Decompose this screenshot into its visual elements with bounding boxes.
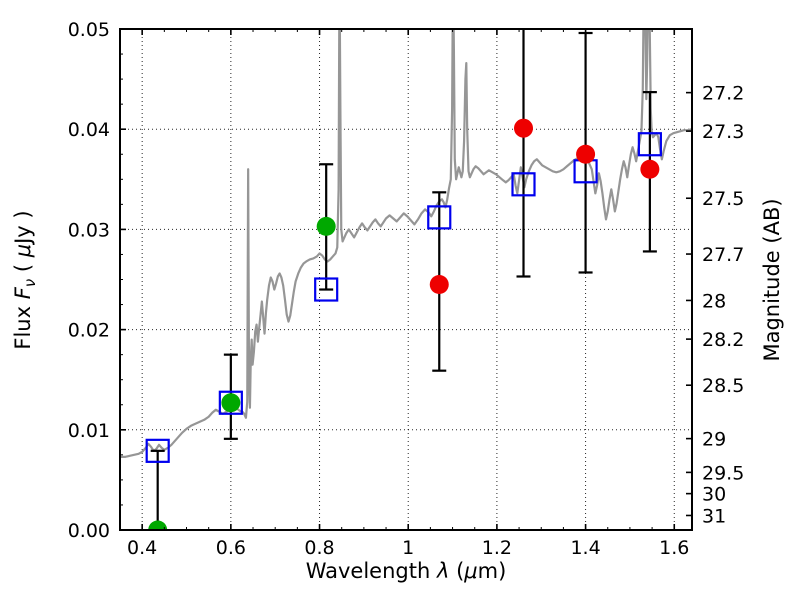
y-tick-label-right: 27.7 — [702, 244, 744, 266]
y-tick-label-right: 31 — [702, 505, 726, 527]
y-tick-label-right: 28 — [702, 290, 726, 312]
x-tick-label: 0.4 — [127, 537, 157, 559]
series-observed-detection-green — [148, 216, 336, 530]
grid-lines — [120, 29, 692, 530]
y-tick-label-left: 0.00 — [68, 520, 110, 542]
y-tick-label-right: 30 — [702, 484, 726, 506]
y-axis-title-left: Flux Fν ( μJy ) — [11, 210, 39, 349]
y-tick-label-left: 0.01 — [68, 420, 110, 442]
x-axis-title-text: Wavelength λ (μm) — [306, 559, 507, 583]
y-axis-title-right: Magnitude (AB) — [760, 198, 784, 361]
x-tick-label: 0.6 — [216, 537, 246, 559]
y-tick-label-right: 28.2 — [702, 329, 744, 351]
x-tick-label: 1.4 — [570, 537, 600, 559]
series-model-photometry — [145, 132, 662, 463]
y-tick-label-right: 29 — [702, 429, 726, 451]
x-tick-label: 1.6 — [659, 537, 689, 559]
y-tick-label-right: 29.5 — [702, 462, 744, 484]
x-axis-title: Wavelength λ (μm) — [306, 559, 507, 583]
axis-ticks — [120, 28, 692, 531]
x-tick-label: 0.8 — [304, 537, 334, 559]
x-tick-label: 1.2 — [482, 537, 512, 559]
series-observed-detection-red — [429, 118, 660, 295]
y-tick-label-left: 0.02 — [68, 320, 110, 342]
y-axis-title-left-text: Flux Fν ( μJy ) — [11, 210, 39, 349]
y-tick-label-right: 27.3 — [702, 121, 744, 143]
axis-tick-labels: 0.4 0.6 0.8 1 1.2 1.4 1.6 0.00 0.01 0.02 0.03 0.04 0… — [68, 19, 745, 559]
y-tick-label-right: 27.5 — [702, 188, 744, 210]
y-tick-label-right: 27.2 — [702, 83, 744, 105]
y-axis-title-right-text: Magnitude (AB) — [760, 198, 784, 361]
y-tick-label-left: 0.05 — [68, 19, 110, 41]
data-markers — [145, 118, 662, 530]
y-tick-label-left: 0.03 — [68, 219, 110, 241]
y-tick-label-left: 0.04 — [68, 119, 110, 141]
x-tick-label: 1 — [402, 537, 414, 559]
y-tick-label-right: 28.5 — [702, 375, 744, 397]
model-sed-curve — [120, 29, 692, 458]
